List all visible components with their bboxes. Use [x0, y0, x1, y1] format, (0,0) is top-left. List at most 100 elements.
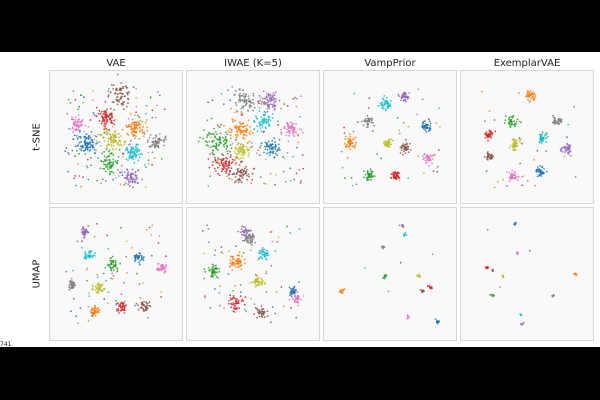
point-t-sne-exemplarvae-noise [494, 130, 497, 133]
point-t-sne-vampprior-class-9 [385, 99, 387, 102]
point-t-sne-exemplarvae-noise [484, 120, 486, 122]
point-t-sne-vampprior-class-2 [362, 176, 365, 179]
point-t-sne-iwae-k-5-class-9 [263, 114, 266, 117]
point-t-sne-vae-class-0 [91, 139, 94, 142]
point-t-sne-vae-class-8 [106, 133, 109, 136]
point-t-sne-iwae-k-5-noise [263, 182, 265, 185]
point-t-sne-iwae-k-5-class-2 [206, 141, 208, 144]
point-umap-vae-noise [77, 322, 79, 325]
point-t-sne-iwae-k-5-class-7 [239, 95, 241, 98]
point-t-sne-vae-noise [83, 96, 85, 99]
point-umap-vae-noise [158, 235, 161, 237]
point-t-sne-iwae-k-5-class-4 [262, 90, 265, 93]
point-t-sne-iwae-k-5-noise [208, 166, 211, 169]
point-umap-iwae-k-5-noise [271, 306, 274, 308]
point-t-sne-iwae-k-5-class-7 [234, 101, 237, 104]
point-umap-vae-class-5 [140, 307, 143, 309]
point-t-sne-vae-class-4 [121, 171, 123, 174]
point-t-sne-vae-class-4 [132, 186, 134, 189]
point-t-sne-iwae-k-5-class-0 [274, 146, 277, 148]
point-umap-vae-class-2 [111, 255, 114, 258]
point-t-sne-vae-class-3 [106, 108, 108, 111]
point-t-sne-iwae-k-5-class-2 [209, 146, 212, 149]
point-umap-iwae-k-5-class-1 [232, 263, 234, 265]
point-t-sne-vae-noise [77, 108, 79, 111]
point-umap-vae-class-6 [160, 269, 163, 272]
point-t-sne-iwae-k-5-class-9 [262, 122, 265, 125]
point-t-sne-vae-class-8 [105, 144, 108, 147]
point-t-sne-exemplarvae-class-7 [552, 114, 554, 117]
point-t-sne-vae-class-1 [135, 123, 138, 126]
point-t-sne-exemplarvae-class-4 [568, 148, 571, 151]
point-t-sne-vampprior-class-3 [394, 171, 396, 174]
point-t-sne-iwae-k-5-class-3 [217, 172, 219, 175]
point-umap-vae-class-4 [83, 229, 86, 232]
point-t-sne-vae-noise [100, 182, 103, 185]
point-t-sne-iwae-k-5-class-3 [225, 157, 228, 159]
point-t-sne-exemplarvae-class-2 [503, 122, 506, 124]
point-t-sne-vae-noise [74, 98, 77, 101]
point-umap-iwae-k-5-noise [203, 277, 205, 280]
point-t-sne-vae-class-5 [124, 85, 127, 88]
point-umap-exemplarvae-class-9 [519, 313, 521, 315]
point-t-sne-iwae-k-5-noise [286, 152, 289, 154]
point-t-sne-vae-class-1 [135, 135, 137, 137]
point-umap-iwae-k-5-class-6 [300, 298, 302, 301]
point-t-sne-iwae-k-5-class-7 [241, 105, 244, 108]
point-t-sne-iwae-k-5-class-0 [273, 146, 275, 149]
point-t-sne-vae-class-5 [107, 94, 110, 96]
point-t-sne-vae-noise [147, 162, 150, 165]
point-t-sne-iwae-k-5-class-5 [234, 176, 237, 178]
point-t-sne-iwae-k-5-class-2 [218, 136, 221, 139]
point-t-sne-iwae-k-5-class-8 [237, 151, 240, 154]
point-umap-vae-class-0 [138, 261, 140, 264]
point-t-sne-vae-noise [116, 169, 119, 171]
point-umap-iwae-k-5-class-6 [294, 297, 297, 300]
point-t-sne-vae-noise [77, 163, 79, 166]
point-t-sne-iwae-k-5-class-1 [230, 137, 232, 139]
point-t-sne-exemplarvae-class-1 [527, 91, 529, 94]
point-t-sne-exemplarvae-class-4 [563, 146, 566, 148]
point-t-sne-vae-noise [147, 151, 150, 154]
point-t-sne-vae-class-4 [124, 177, 127, 179]
point-umap-iwae-k-5-class-9 [262, 249, 265, 252]
point-t-sne-vampprior-class-2 [369, 175, 372, 177]
point-t-sne-exemplarvae-class-8 [508, 146, 511, 149]
point-t-sne-vampprior-class-0 [429, 125, 432, 127]
point-t-sne-vampprior-class-6 [431, 158, 434, 160]
point-umap-iwae-k-5-noise [209, 306, 212, 309]
point-t-sne-iwae-k-5-class-2 [226, 133, 229, 135]
point-t-sne-vae-class-6 [72, 131, 74, 134]
point-umap-vae-class-6 [162, 266, 164, 269]
point-umap-iwae-k-5-class-3 [236, 307, 239, 309]
point-t-sne-vae-class-1 [131, 118, 134, 121]
point-t-sne-exemplarvae-class-6 [508, 171, 511, 174]
point-t-sne-iwae-k-5-class-8 [237, 150, 240, 153]
point-umap-vampprior-class-2 [383, 276, 386, 278]
point-t-sne-vampprior-class-9 [387, 103, 390, 106]
point-t-sne-vae-noise [113, 109, 115, 111]
point-t-sne-iwae-k-5-class-5 [240, 174, 242, 176]
point-t-sne-exemplarvae-class-9 [541, 138, 544, 141]
point-t-sne-iwae-k-5-class-2 [208, 140, 211, 143]
point-t-sne-iwae-k-5-class-3 [229, 150, 231, 153]
point-t-sne-vae-class-7 [146, 139, 149, 142]
point-t-sne-vae-class-9 [134, 149, 137, 152]
point-t-sne-iwae-k-5-class-2 [204, 140, 207, 143]
point-t-sne-exemplarvae-class-5 [483, 155, 486, 158]
point-t-sne-exemplarvae-class-8 [512, 149, 515, 151]
point-t-sne-iwae-k-5-class-4 [273, 102, 275, 104]
point-t-sne-iwae-k-5-class-6 [287, 126, 290, 129]
point-t-sne-vae-noise [96, 133, 99, 136]
point-umap-iwae-k-5-class-7 [248, 234, 251, 236]
point-t-sne-vae-class-0 [84, 142, 86, 145]
point-t-sne-iwae-k-5-class-1 [241, 126, 244, 128]
point-t-sne-iwae-k-5-class-0 [271, 152, 274, 155]
point-umap-iwae-k-5-class-2 [210, 268, 212, 271]
point-t-sne-vae-class-4 [137, 169, 139, 171]
point-t-sne-iwae-k-5-class-1 [234, 133, 237, 136]
point-umap-iwae-k-5-class-3 [235, 300, 238, 303]
panel-tsne-exemplarvae [460, 70, 594, 204]
point-t-sne-exemplarvae-class-4 [566, 146, 568, 148]
point-umap-vae-class-3 [123, 312, 126, 314]
